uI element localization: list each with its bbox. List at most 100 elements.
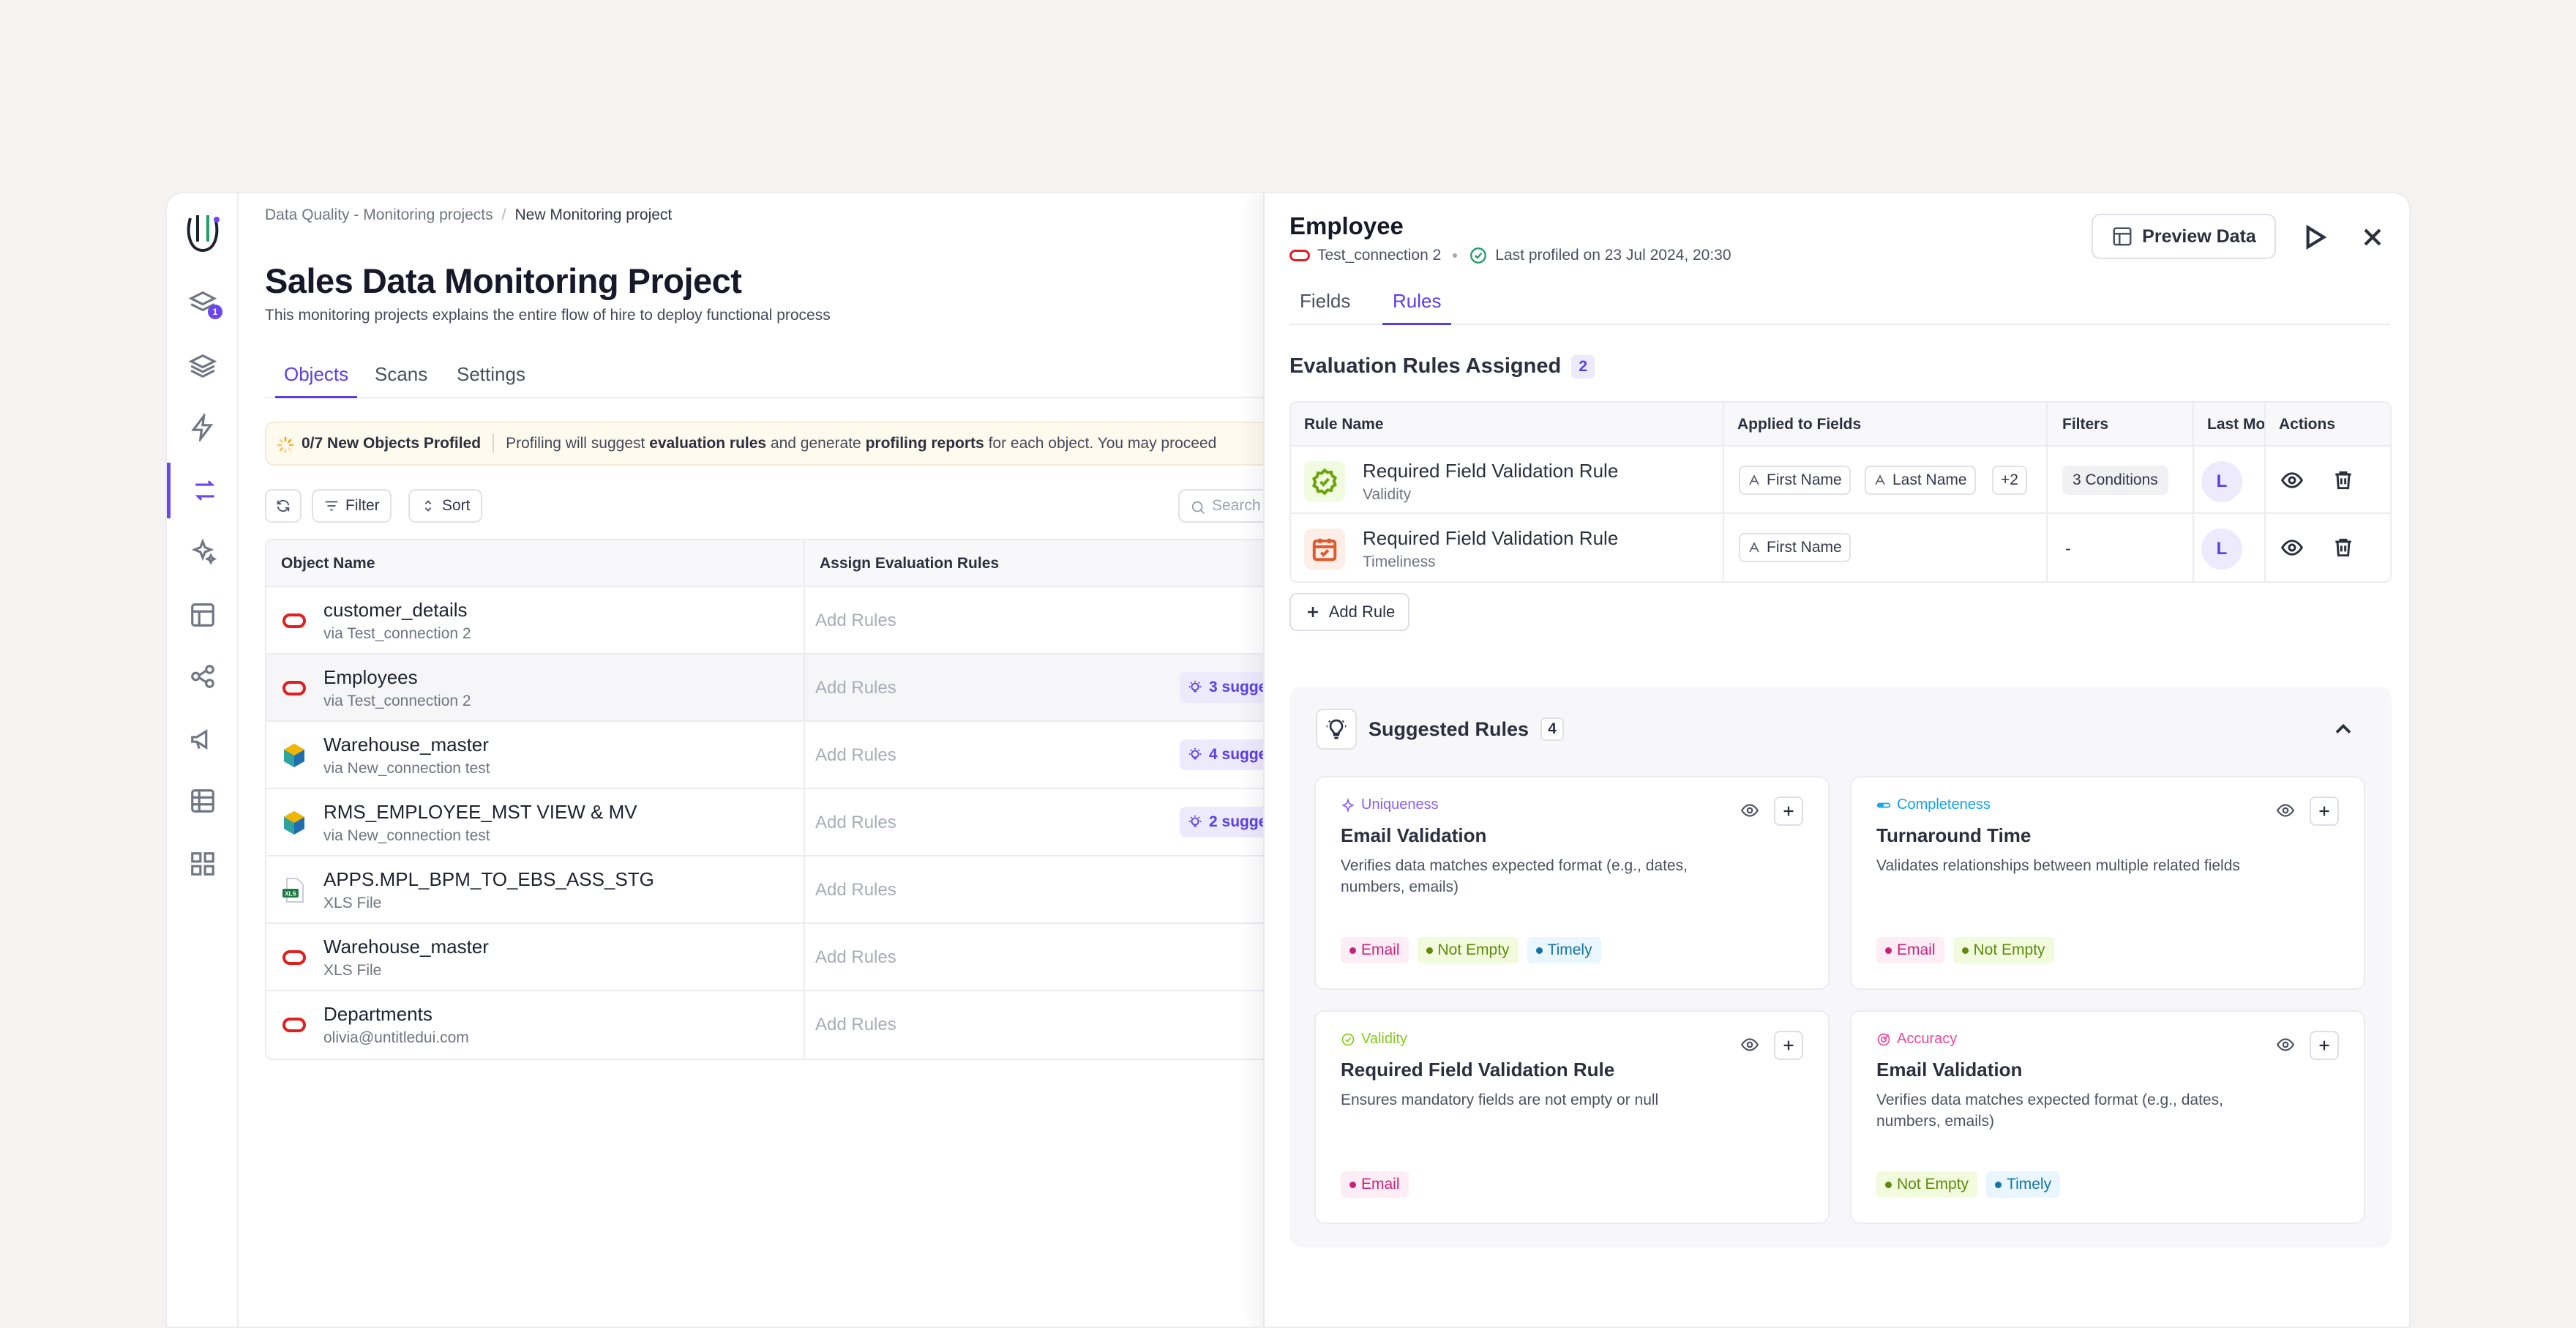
field-chip: First Name [1739,533,1851,562]
add-rules-input[interactable]: Add Rules [815,745,896,765]
rule-row[interactable]: Required Field Validation Rule Timelines… [1291,514,2390,581]
col-rule-name[interactable]: Rule Name [1304,416,1384,433]
col-object-name[interactable]: Object Name [281,555,375,572]
cube-icon [284,811,304,835]
tab-fields[interactable]: Fields [1300,290,1351,312]
object-name[interactable]: Warehouse_master [323,936,489,958]
add-rules-input[interactable]: Add Rules [815,813,896,832]
object-detail-panel: Employee Test_connection 2 Last profiled… [1263,193,2409,1327]
add-suggested-rule-button[interactable] [2310,1031,2339,1060]
plus-icon [2319,1040,2329,1051]
table-row[interactable]: Warehouse_master XLS File Add Rules [266,924,1434,991]
sidebar: 1 [167,193,239,1327]
evaluation-rules-title: Evaluation Rules Assigned [1289,354,1562,378]
nav-datasets[interactable]: 1 [167,275,239,331]
suggested-rule-card[interactable]: Accuracy Email Validation Verifies data … [1850,1010,2365,1224]
preview-data-button[interactable]: Preview Data [2092,214,2276,259]
suggested-rule-card[interactable]: Uniqueness Email Validation Verifies dat… [1314,776,1830,990]
sort-button[interactable]: Sort [408,489,482,523]
nav-apps[interactable] [167,836,239,892]
panel-meta: Test_connection 2 Last profiled on 23 Ju… [1289,246,1731,265]
nav-announce[interactable] [167,712,239,767]
table-row[interactable]: Employees via Test_connection 2 Add Rule… [266,654,1434,722]
objects-table: Object Name Assign Evaluation Rules cust… [265,539,1436,1060]
nav-ai[interactable] [167,524,239,580]
preview-rule-button[interactable] [2276,801,2295,820]
rule-row[interactable]: Required Field Validation Rule Validity … [1291,447,2390,514]
object-name[interactable]: Departments [323,1003,433,1025]
delete-rule-button[interactable] [2332,469,2355,492]
col-assign-rules[interactable]: Assign Evaluation Rules [820,555,1000,572]
object-name[interactable]: APPS.MPL_BPM_TO_EBS_ASS_STG [323,868,654,890]
field-chip-label: Last Name [1892,471,1967,488]
lightning-icon [191,414,214,441]
filter-button[interactable]: Filter [312,489,392,523]
run-button[interactable] [2299,223,2329,252]
breadcrumb-parent[interactable]: Data Quality - Monitoring projects [265,206,493,223]
tab-rules[interactable]: Rules [1382,290,1452,325]
tab-objects[interactable]: Objects [275,363,358,398]
add-rules-input[interactable]: Add Rules [815,678,896,698]
tag-not-empty: Not Empty [1952,937,2054,963]
add-rules-input[interactable]: Add Rules [815,947,896,967]
bulb-icon [1188,747,1202,760]
breadcrumb: Data Quality - Monitoring projects / New M… [265,206,672,224]
col-filters[interactable]: Filters [2062,416,2109,433]
add-rule-label: Add Rule [1328,603,1396,621]
add-rule-button[interactable]: Add Rule [1289,593,1409,631]
column-divider [2193,447,2194,512]
col-applied-fields[interactable]: Applied to Fields [1737,416,1862,433]
add-rules-input[interactable]: Add Rules [815,611,896,630]
object-name[interactable]: Warehouse_master [323,734,489,756]
refresh-button[interactable] [265,489,302,523]
collapse-button[interactable] [2330,716,2356,742]
close-button[interactable] [2358,223,2387,252]
add-rules-input[interactable]: Add Rules [815,1015,896,1034]
object-name[interactable]: customer_details [323,599,468,621]
table-row[interactable]: customer_details via Test_connection 2 A… [266,587,1434,654]
add-suggested-rule-button[interactable] [1774,1031,1803,1060]
table-row[interactable]: Warehouse_master via New_connection test… [266,722,1434,789]
rule-name[interactable]: Required Field Validation Rule [1363,527,1619,549]
banner-text-1: Profiling will suggest [506,435,645,452]
avatar: L [2201,461,2242,502]
tab-scans[interactable]: Scans [375,363,428,385]
rules-table-header: Rule Name Applied to Fields Filters Last… [1291,403,2390,447]
nav-pipelines[interactable] [167,400,239,455]
nav-layout[interactable] [167,587,239,643]
target-icon [1877,1033,1890,1045]
nav-table[interactable] [167,773,239,829]
view-rule-button[interactable] [2280,469,2304,492]
add-suggested-rule-button[interactable] [1774,797,1803,826]
panel-tab-bar: Fields Rules [1289,283,2390,325]
table-row[interactable]: Departments olivia@untitledui.com Add Ru… [266,991,1434,1059]
nav-monitoring[interactable] [167,463,239,518]
add-rules-input[interactable]: Add Rules [815,880,896,900]
more-fields-chip[interactable]: +2 [1992,466,2027,495]
column-divider [804,991,805,1059]
nav-catalog[interactable] [167,338,239,394]
tab-settings[interactable]: Settings [457,363,525,385]
preview-rule-button[interactable] [1740,801,1759,820]
nav-share[interactable] [167,649,239,704]
object-source: XLS File [323,895,382,911]
card-description: Ensures mandatory fields are not empty o… [1341,1092,1659,1108]
preview-rule-button[interactable] [2276,1035,2295,1054]
preview-rule-button[interactable] [1740,1035,1759,1054]
card-title: Turnaround Time [1876,824,2032,846]
add-suggested-rule-button[interactable] [2310,797,2339,826]
view-rule-button[interactable] [2280,536,2304,559]
table-row[interactable]: RMS_EMPLOYEE_MST VIEW & MV via New_conne… [266,789,1434,857]
rule-name[interactable]: Required Field Validation Rule [1363,460,1619,482]
suggested-rule-card[interactable]: Validity Required Field Validation Rule … [1314,1010,1830,1224]
column-divider [804,857,805,922]
object-name[interactable]: Employees [323,666,418,688]
object-name[interactable]: RMS_EMPLOYEE_MST VIEW & MV [323,801,637,823]
table-row[interactable]: XLS APPS.MPL_BPM_TO_EBS_ASS_STG XLS File… [266,857,1434,924]
actions-column: Actions [2264,403,2390,445]
delete-rule-button[interactable] [2332,536,2355,559]
filters-chip[interactable]: 3 Conditions [2062,466,2168,495]
suggested-rule-card[interactable]: Completeness Turnaround Time Validates r… [1850,776,2365,990]
tag-email: Email [1341,937,1409,963]
tag-timely: Timely [1527,937,1601,963]
